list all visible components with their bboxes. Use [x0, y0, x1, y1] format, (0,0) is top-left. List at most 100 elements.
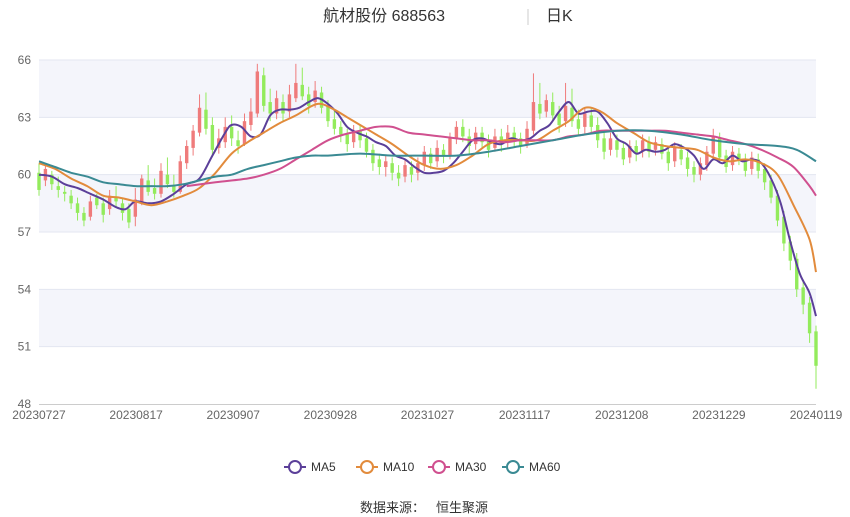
candle-body [56, 186, 60, 190]
candle [274, 90, 279, 120]
candle-body [178, 161, 182, 192]
candle [750, 151, 754, 175]
candle [730, 146, 735, 171]
candle [351, 124, 356, 148]
ma-line-ma30 [186, 125, 817, 197]
candle-body [159, 170, 163, 194]
candle-body [313, 90, 317, 103]
candle [634, 140, 638, 162]
candle [294, 63, 298, 103]
candle-body [358, 130, 362, 141]
moving-average-lines [38, 97, 817, 317]
candle [486, 134, 491, 158]
candle-body [384, 161, 388, 168]
legend-item-ma60[interactable]: MA60 [502, 460, 561, 474]
candle [249, 98, 253, 131]
legend-item-ma30[interactable]: MA30 [428, 460, 487, 474]
candle-body [236, 140, 240, 146]
candle [711, 128, 715, 160]
candle [538, 82, 542, 120]
y-tick-label: 51 [18, 340, 32, 354]
source-label: 数据来源： [360, 500, 425, 515]
candle-body [133, 199, 138, 217]
candle [814, 325, 818, 389]
y-tick-label: 60 [18, 168, 32, 182]
candle [801, 279, 805, 315]
candle-body [435, 147, 439, 162]
candle-body [795, 258, 799, 290]
candle-body [461, 126, 465, 137]
candle-body [300, 84, 304, 97]
source-name: 恒生聚源 [436, 500, 488, 515]
candle-body [409, 167, 414, 175]
candle-body [191, 130, 195, 148]
candle [88, 195, 93, 221]
legend-marker-icon [360, 460, 374, 474]
candle-body [685, 157, 690, 169]
x-tick-label: 20230907 [207, 408, 261, 422]
candle [204, 92, 208, 135]
legend-marker-icon [288, 460, 302, 474]
candle [807, 296, 812, 343]
candle-body [197, 107, 202, 133]
plot-band [39, 289, 816, 347]
candle-body [653, 142, 658, 150]
candle-body [769, 180, 773, 198]
legend-label: MA30 [455, 460, 487, 474]
legend-label: MA10 [383, 460, 415, 474]
x-tick-label: 20230928 [304, 408, 358, 422]
candle-body [660, 144, 664, 154]
candle-body [454, 126, 459, 139]
candle [262, 67, 266, 112]
candle [660, 138, 664, 160]
candle [152, 178, 157, 200]
candle-body [551, 102, 555, 116]
candle-body [62, 191, 67, 194]
candle-body [332, 119, 337, 129]
candle-body [525, 128, 529, 145]
candle-body [75, 203, 80, 213]
candle [506, 124, 510, 148]
chart-title: 航材股份 688563 日K [323, 7, 573, 25]
legend-item-ma5[interactable]: MA5 [284, 460, 336, 474]
legend-marker-icon [432, 460, 446, 474]
candle [551, 92, 555, 122]
candle [531, 73, 536, 135]
candle-body [416, 163, 420, 173]
candle-body [345, 134, 349, 145]
candle-body [364, 138, 369, 152]
legend-item-ma10[interactable]: MA10 [356, 460, 415, 474]
candle [518, 132, 523, 154]
candle-body [673, 147, 677, 162]
candle [300, 67, 304, 101]
candle [75, 197, 80, 221]
candle-body [717, 138, 722, 158]
candle [178, 155, 182, 194]
candle [435, 140, 439, 168]
ma-line-ma60 [38, 129, 817, 188]
candle [37, 163, 41, 196]
candle [467, 128, 471, 154]
candle-body [750, 157, 754, 169]
candle [210, 117, 215, 156]
chart-subtitle-text: 日K [546, 8, 573, 25]
candle-body [152, 188, 157, 194]
plot-bands [39, 60, 816, 347]
candle [621, 142, 626, 166]
candle [692, 161, 696, 183]
candle-body [737, 153, 741, 160]
candle [441, 144, 446, 164]
candle-body [371, 149, 375, 164]
candle-body [782, 216, 786, 244]
y-tick-label: 57 [18, 225, 32, 239]
legend: MA5 MA10 MA30 MA60 [284, 460, 561, 474]
candle [403, 159, 407, 183]
candle-body [262, 75, 266, 106]
candle [339, 121, 343, 143]
candle-body [506, 132, 510, 143]
candle [197, 94, 202, 137]
candle-body [255, 71, 260, 114]
candle-body [801, 287, 805, 305]
candle-body [165, 174, 170, 185]
candle-body [287, 94, 292, 112]
